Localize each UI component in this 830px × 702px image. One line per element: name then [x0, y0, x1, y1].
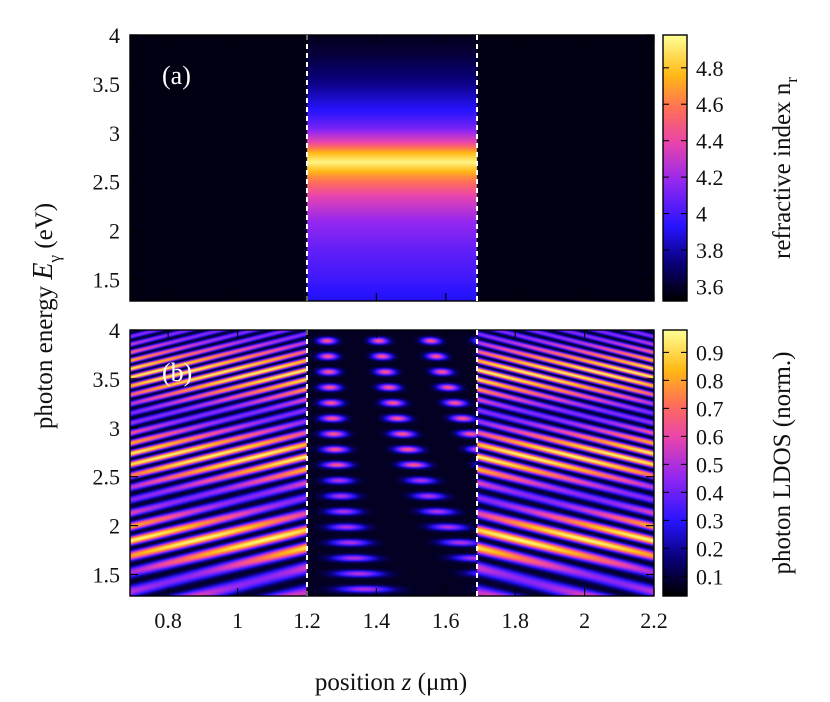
- panel-b-ticks: 1.5 2 2.5 3 3.5 4 0.8 1 1.2 1.4 1.6 1.8 2 2.2: [93, 318, 668, 633]
- y-tick-label: 4: [109, 318, 120, 343]
- colorbar-tick-label: 0.1: [696, 564, 724, 589]
- colorbar-tick-label: 0.6: [696, 424, 724, 449]
- colorbar-tick-label: 0.8: [696, 368, 724, 393]
- y-tick-label: 3.5: [93, 367, 121, 392]
- x-tick-label: 1.6: [432, 608, 460, 633]
- x-tick-label: 0.8: [154, 608, 182, 633]
- y-tick-label: 2: [109, 514, 120, 539]
- colorbar-tick-label: 4.4: [696, 129, 724, 154]
- colorbar-b: [663, 330, 687, 596]
- x-tick-label: 2: [579, 608, 590, 633]
- x-axis-label: position z (μm): [315, 669, 467, 696]
- colorbar-tick-label: 0.3: [696, 508, 724, 533]
- panel-a-heatmap: [130, 35, 654, 301]
- colorbar-a: [663, 35, 687, 301]
- y-tick-label: 3.5: [93, 72, 121, 97]
- colorbar-a-ticks: 3.6 3.8 4 4.2 4.4 4.6 4.8: [663, 56, 724, 299]
- colorbar-tick-label: 4.8: [696, 56, 724, 81]
- panel-b: 1.5 2 2.5 3 3.5 4 0.8 1 1.2 1.4 1.6 1.8 2 2.2 (b): [93, 318, 668, 633]
- colorbar-tick-label: 3.8: [696, 238, 724, 263]
- colorbar-b-ticks: 0.1 0.2 0.3 0.4 0.5 0.6 0.7 0.8 0.9: [663, 340, 724, 589]
- y-tick-label: 2.5: [93, 465, 121, 490]
- panel-b-frame: [129, 329, 655, 597]
- y-tick-label: 4: [109, 23, 120, 48]
- colorbar-tick-label: 4: [696, 202, 707, 227]
- colorbar-tick-label: 4.2: [696, 165, 724, 190]
- panel-a-frame: [129, 34, 655, 302]
- y-tick-label: 3: [109, 416, 120, 441]
- panel-a-ticks: 1.5 2 2.5 3 3.5 4: [93, 23, 655, 301]
- colorbar-b-label: photon LDOS (norm.): [769, 352, 796, 575]
- colorbar-tick-label: 0.4: [696, 480, 724, 505]
- x-tick-label: 1.4: [363, 608, 391, 633]
- x-tick-label: 1.2: [293, 608, 321, 633]
- y-tick-label: 2.5: [93, 170, 121, 195]
- panel-a-label: (a): [162, 61, 191, 90]
- panel-a: 1.5 2 2.5 3 3.5 4 (a): [93, 23, 655, 302]
- x-tick-label: 1.8: [501, 608, 529, 633]
- y-tick-label: 3: [109, 121, 120, 146]
- y-tick-label: 1.5: [93, 267, 121, 292]
- colorbar-tick-label: 4.6: [696, 92, 724, 117]
- colorbar-tick-label: 0.5: [696, 452, 724, 477]
- x-tick-label: 1: [232, 608, 243, 633]
- colorbar-tick-label: 0.2: [696, 536, 724, 561]
- colorbar-tick-label: 0.9: [696, 340, 724, 365]
- x-tick-label: 2.2: [640, 608, 668, 633]
- colorbar-tick-label: 3.6: [696, 274, 724, 299]
- colorbar-a-frame: [662, 34, 688, 302]
- colorbar-tick-label: 0.7: [696, 396, 724, 421]
- y-axis-label: photon energy Eγ (eV): [28, 203, 64, 429]
- colorbar-a-label: refractive index nr: [769, 77, 801, 259]
- panel-b-heatmap: [130, 330, 654, 596]
- y-tick-label: 1.5: [93, 562, 121, 587]
- colorbar-b-frame: [662, 329, 688, 597]
- panel-b-label: (b): [162, 358, 192, 387]
- y-tick-label: 2: [109, 219, 120, 244]
